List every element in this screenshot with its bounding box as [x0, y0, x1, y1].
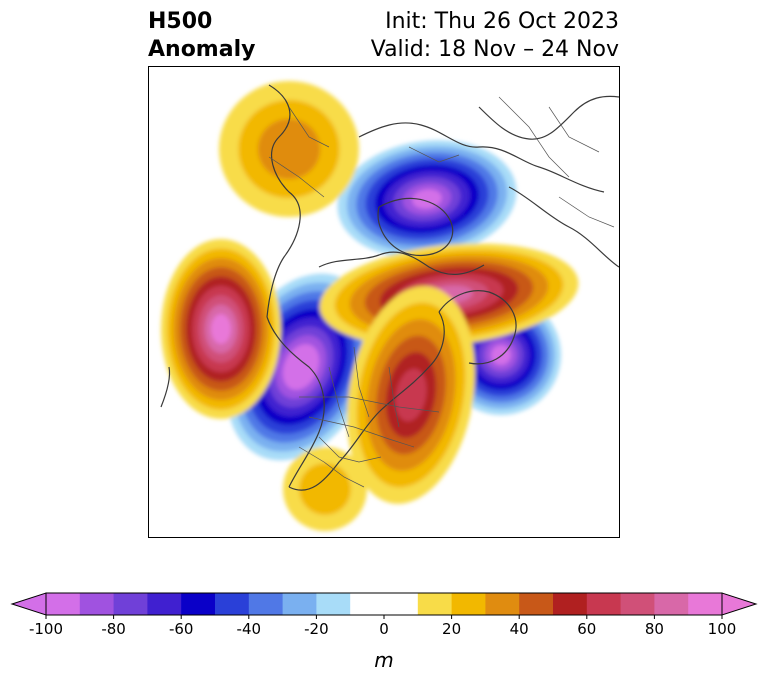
colorbar-segment	[215, 593, 250, 615]
init-date: Init: Thu 26 Oct 2023	[385, 9, 619, 34]
border-line	[318, 436, 382, 463]
anomaly-contour	[257, 118, 321, 180]
colorbar-segment	[451, 593, 486, 615]
colorbar: -100 -80 -60 -40 -20 0 20 40 60 80 100 m	[0, 585, 768, 675]
border-line	[268, 156, 325, 198]
anomaly-contour	[211, 314, 231, 344]
colorbar-extend-min	[10, 592, 47, 616]
colorbar-segment	[181, 593, 216, 615]
map-svg	[149, 67, 619, 537]
coastline-segment	[318, 251, 485, 275]
title-line-1: H500	[148, 9, 213, 34]
coastline-segment	[288, 311, 445, 491]
colorbar-segment	[485, 593, 520, 615]
colorbar-tick-label: -60	[169, 620, 194, 638]
anomaly-contours	[161, 81, 579, 531]
anomaly-contour	[491, 345, 511, 365]
colorbar-segment	[553, 593, 588, 615]
border-line	[548, 106, 600, 153]
date-info: Init: Thu 26 Oct 2023 Valid: 18 Nov – 24…	[371, 8, 619, 64]
colorbar-segment	[417, 593, 453, 615]
colorbar-segment	[147, 593, 182, 615]
colorbar-svg: -100 -80 -60 -40 -20 0 20 40 60 80 100 m	[10, 592, 758, 672]
colorbar-tick-label: -40	[237, 620, 262, 638]
colorbar-tick-label: 80	[645, 620, 664, 638]
coastline-segment	[266, 84, 301, 318]
anomaly-contour	[299, 463, 351, 515]
colorbar-tick-label: -100	[29, 620, 63, 638]
colorbar-tick-label: 40	[510, 620, 529, 638]
colorbar-extend-max	[721, 592, 758, 616]
colorbar-segment	[282, 593, 317, 615]
colorbar-segment	[688, 593, 723, 615]
colorbar-segment	[46, 593, 81, 615]
colorbar-tick-label: 100	[708, 620, 737, 638]
anomaly-contour	[289, 352, 313, 382]
coastline-segment	[358, 122, 605, 193]
colorbar-segment	[384, 593, 419, 615]
anomaly-contour	[395, 368, 427, 422]
coastline-segment	[266, 316, 325, 488]
border-line	[288, 106, 330, 148]
country-borders	[268, 96, 615, 488]
colorbar-segment	[79, 593, 115, 615]
colorbar-segments	[10, 592, 758, 616]
border-line	[408, 146, 460, 163]
colorbar-segment	[113, 593, 148, 615]
colorbar-tick-label: -20	[304, 620, 329, 638]
colorbar-ticks: -100 -80 -60 -40 -20 0 20 40 60 80 100	[29, 615, 736, 638]
colorbar-segment	[586, 593, 622, 615]
colorbar-segment	[248, 593, 284, 615]
coastline-segment	[508, 186, 619, 268]
coastline-segment	[377, 197, 454, 257]
colorbar-tick-label: 60	[577, 620, 596, 638]
coastlines	[160, 84, 619, 491]
coastline-segment	[438, 290, 517, 365]
colorbar-segment	[316, 593, 351, 615]
border-line	[498, 96, 570, 178]
coastline-segment	[478, 95, 619, 140]
colorbar-segment	[654, 593, 689, 615]
colorbar-tick-label: 20	[442, 620, 461, 638]
colorbar-segment	[620, 593, 655, 615]
map-title: H500 Anomaly	[148, 8, 255, 64]
border-line	[328, 366, 350, 438]
border-line	[298, 446, 365, 488]
anomaly-map	[148, 66, 620, 538]
valid-range: Valid: 18 Nov – 24 Nov	[370, 37, 619, 62]
colorbar-unit: m	[374, 648, 393, 672]
title-line-2: Anomaly	[148, 37, 256, 62]
colorbar-tick-label: 0	[379, 620, 389, 638]
border-line	[388, 366, 400, 428]
colorbar-segment	[519, 593, 554, 615]
border-line	[299, 396, 440, 413]
colorbar-tick-label: -80	[101, 620, 126, 638]
border-line	[558, 196, 615, 228]
border-line	[308, 416, 415, 448]
colorbar-segment	[350, 593, 385, 615]
coastline-segment	[160, 366, 171, 408]
border-line	[353, 346, 370, 418]
